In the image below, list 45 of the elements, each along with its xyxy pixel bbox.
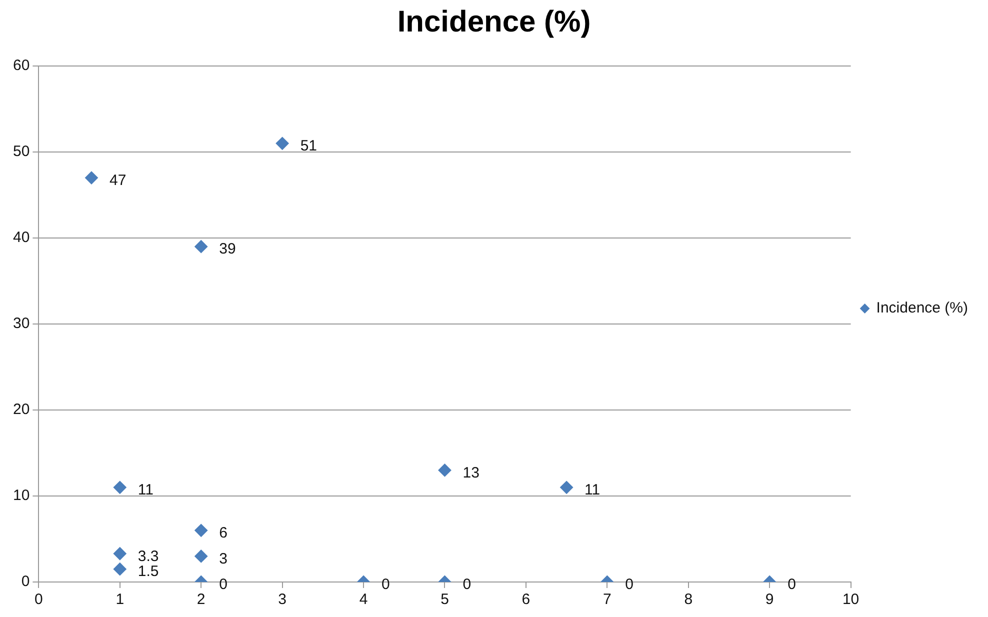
point <box>276 136 289 150</box>
y-tick-label: 50 <box>12 143 30 160</box>
x-tick-label: 3 <box>278 591 286 608</box>
x-tick-label: 6 <box>522 591 530 608</box>
data-label: 0 <box>382 576 390 594</box>
x-tick-label: 7 <box>602 591 612 608</box>
x-tick-label: 2 <box>196 591 206 608</box>
legend-label: Incidence (%) <box>876 300 968 317</box>
point <box>194 240 208 254</box>
point <box>194 524 208 537</box>
data-label: 11 <box>584 482 600 499</box>
data-label: 6 <box>219 524 228 542</box>
x-tick-label: 1 <box>116 591 124 608</box>
y-tick-label: 30 <box>12 315 30 332</box>
point <box>194 550 208 563</box>
chart-title: Incidence (%) <box>397 5 591 38</box>
point <box>84 171 98 184</box>
data-label: 0 <box>788 576 796 594</box>
x-tick-label: 5 <box>440 591 449 608</box>
x-tick-label: 4 <box>359 591 368 608</box>
data-label: 13 <box>462 464 480 482</box>
y-tick-label: 10 <box>12 487 30 504</box>
y-tick-label: 20 <box>12 401 30 418</box>
y-tick-label: 40 <box>12 229 30 246</box>
data-label: 0 <box>625 576 634 594</box>
point <box>560 480 574 494</box>
data-label: 3 <box>219 550 228 568</box>
x-tick-label: 8 <box>684 591 693 608</box>
point <box>438 464 452 477</box>
x-tick-label: 9 <box>765 591 774 608</box>
data-label: 11 <box>138 482 154 499</box>
y-tick-label: 0 <box>21 573 30 590</box>
x-tick-label: 0 <box>34 591 43 608</box>
point <box>113 547 126 560</box>
data-label: 0 <box>462 576 472 594</box>
data-label: 47 <box>109 172 126 189</box>
data-label: 1.5 <box>138 563 159 580</box>
data-label: 51 <box>300 138 318 155</box>
data-label: 3.3 <box>138 548 159 565</box>
point <box>113 480 126 494</box>
x-tick-label: 10 <box>842 591 860 608</box>
data-label: 0 <box>219 576 228 594</box>
point <box>113 562 126 576</box>
y-tick-label: 60 <box>12 57 30 74</box>
data-label: 39 <box>219 240 236 258</box>
